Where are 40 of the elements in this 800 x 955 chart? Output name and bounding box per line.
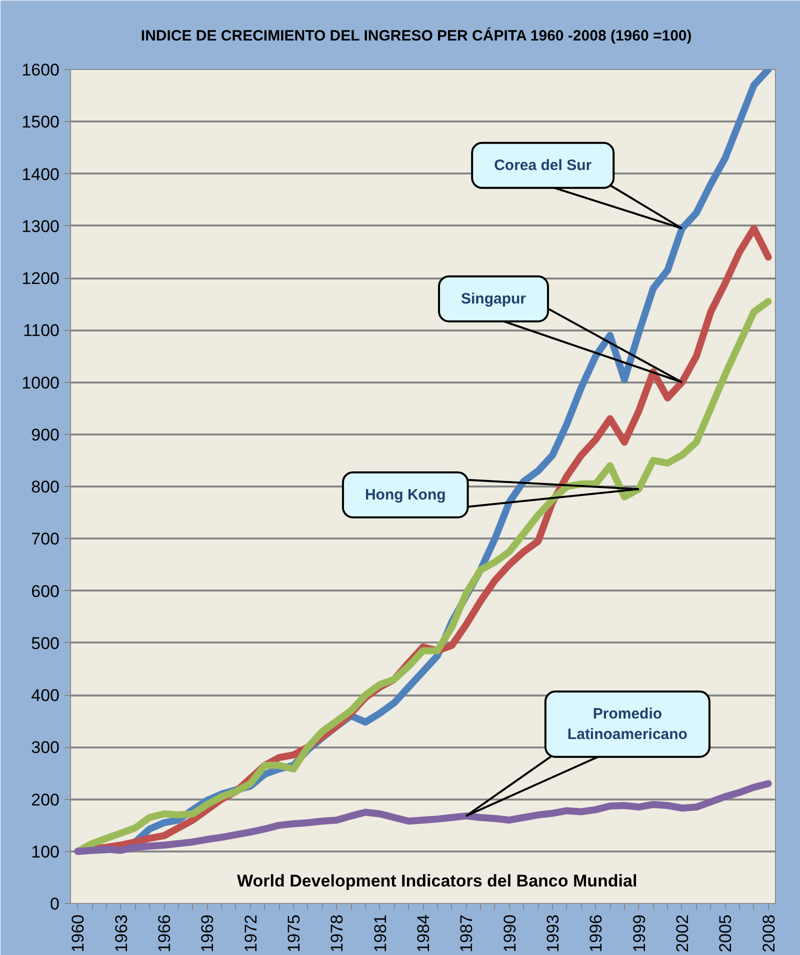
x-tick-label: 1999	[630, 914, 649, 952]
annotation: Hong Kong	[364, 486, 446, 504]
y-tick-label: 1400	[22, 164, 60, 184]
y-tick-label: 1500	[22, 112, 60, 132]
x-tick-label: 1981	[370, 914, 390, 952]
y-tick-label: 600	[31, 582, 60, 601]
y-tick-label: 700	[31, 530, 60, 549]
annotation: Singapur	[461, 290, 526, 308]
x-tick-label: 2002	[672, 914, 692, 952]
x-tick-label: 1969	[198, 914, 218, 952]
y-tick-label: 1200	[22, 269, 60, 288]
y-tick-label: 200	[31, 790, 60, 810]
x-tick-label: 1966	[155, 914, 174, 952]
x-tick-label: 1993	[543, 914, 562, 952]
y-tick-label: 0	[50, 894, 60, 914]
x-tick-label: 1972	[241, 914, 260, 952]
x-tick-label: 1978	[328, 914, 347, 952]
y-tick-label: 1000	[22, 373, 60, 392]
x-tick-label: 1963	[112, 914, 131, 952]
y-tick-label: 300	[31, 738, 60, 758]
y-tick-label: 100	[31, 842, 60, 862]
y-tick-label: 400	[31, 686, 60, 705]
y-tick-label: 500	[31, 634, 60, 653]
x-tick-label: 2005	[716, 914, 736, 952]
x-tick-label: 2008	[759, 914, 778, 952]
chart-title: INDICE DE CRECIMIENTO DEL INGRESO PER CÁPITA 1960 -2008 (1960 =100)	[140, 26, 692, 44]
x-tick-label: 1990	[500, 914, 520, 952]
y-tick-label: 1100	[22, 321, 60, 340]
x-tick-label: 1987	[457, 914, 476, 952]
x-tick-label: 1960	[68, 914, 88, 952]
y-tick-label: 800	[31, 478, 60, 496]
y-tick-label: 1600	[22, 60, 60, 80]
annotation: Promedio Latinoamericano	[567, 705, 688, 743]
x-tick-label: 1975	[284, 914, 304, 952]
x-tick-label: 1996	[586, 914, 606, 952]
y-tick-label: 900	[31, 425, 60, 444]
annotation: World Development Indicators del Banco Mundial	[237, 871, 638, 890]
x-tick-label: 1984	[414, 914, 433, 952]
y-tick-label: 1300	[22, 216, 60, 236]
annotation: Corea del Sur	[494, 156, 592, 174]
